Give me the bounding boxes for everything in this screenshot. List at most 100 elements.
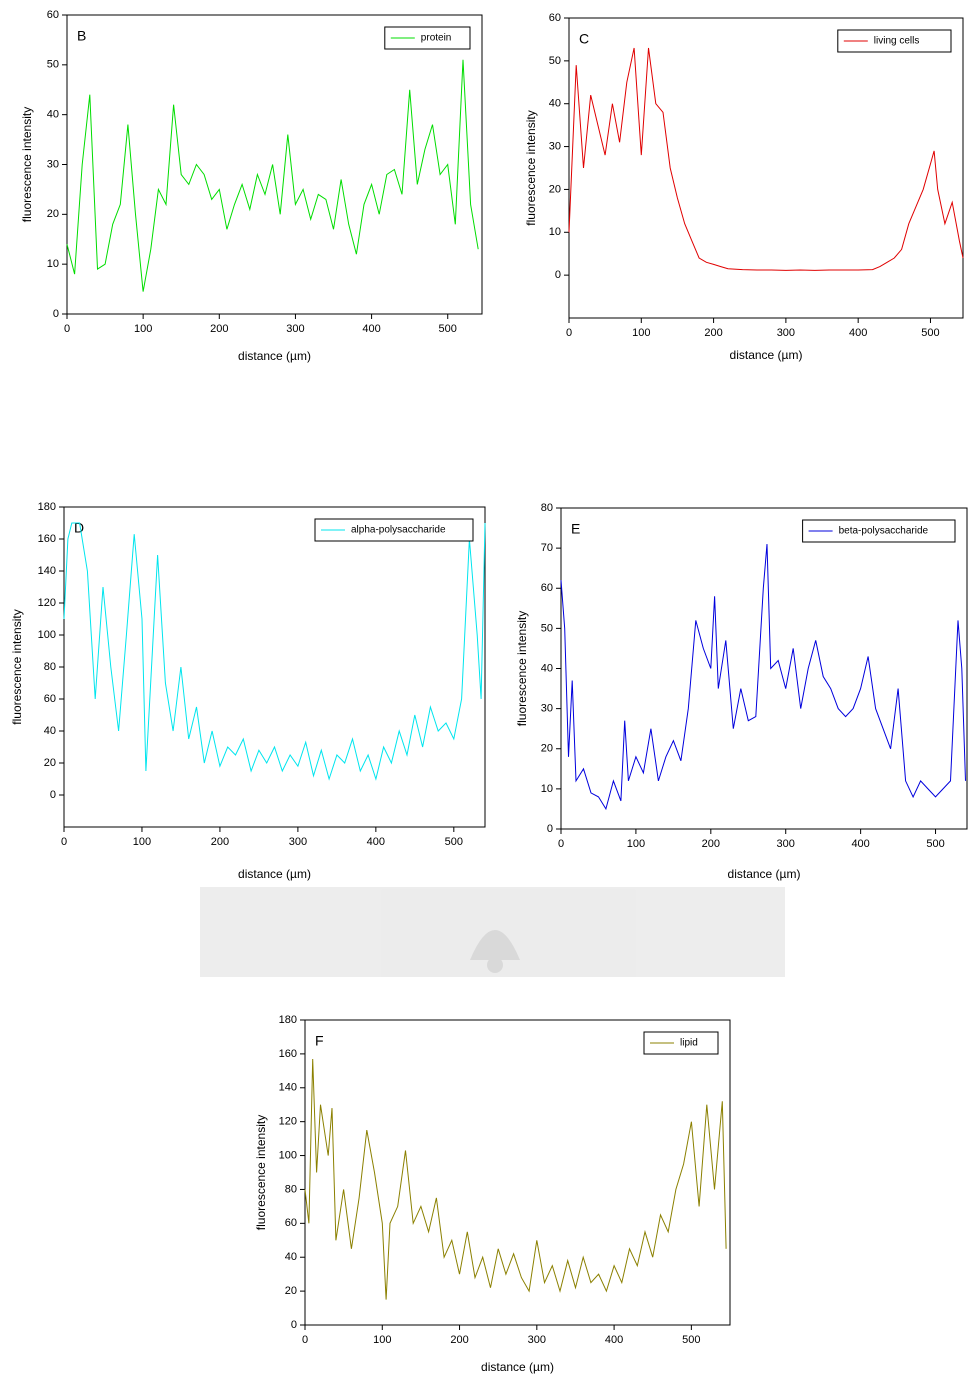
y-tick-label: 120 (279, 1116, 297, 1128)
y-tick-label: 30 (549, 140, 561, 152)
x-tick-label: 0 (64, 323, 70, 335)
x-tick-label: 300 (528, 1334, 546, 1346)
x-tick-label: 300 (289, 836, 307, 848)
legend-box (314, 518, 474, 542)
data-line (66, 59, 479, 292)
x-tick-label: 0 (566, 327, 572, 339)
y-tick-label: 50 (549, 55, 561, 67)
x-tick-label: 300 (777, 327, 795, 339)
y-tick-label: 0 (50, 789, 56, 801)
x-tick-label: 0 (302, 1334, 308, 1346)
plot-frame (568, 17, 964, 319)
y-tick-label: 20 (549, 183, 561, 195)
x-tick-label: 100 (627, 838, 645, 850)
y-tick-label: 30 (47, 158, 59, 170)
y-tick-label: 40 (549, 98, 561, 110)
x-tick-label: 500 (682, 1334, 700, 1346)
watermark (200, 887, 785, 977)
legend-label: lipid (680, 1038, 698, 1049)
y-tick-label: 30 (541, 703, 553, 715)
chart: 0 20 40 60 80 100 120 140 160 180 0 100 200 300 400 500… (10, 501, 486, 881)
legend-box (384, 26, 471, 50)
x-tick-label: 500 (926, 838, 944, 850)
x-tick-label: 200 (211, 836, 229, 848)
y-tick-label: 60 (541, 582, 553, 594)
x-tick-label: 500 (445, 836, 463, 848)
plot-frame (304, 1019, 731, 1326)
y-tick-label: 50 (541, 622, 553, 634)
x-tick-label: 0 (558, 838, 564, 850)
data-line (63, 522, 486, 781)
panel-label: C (579, 31, 589, 47)
y-tick-label: 160 (279, 1048, 297, 1060)
y-tick-label: 40 (541, 662, 553, 674)
x-tick-label: 100 (134, 323, 152, 335)
data-line (304, 1058, 727, 1300)
plot-frame (66, 14, 483, 315)
x-axis-label: distance (µm) (238, 867, 311, 881)
chart: 0 20 40 60 80 100 120 140 160 180 0 100 200 300 400 500… (254, 1014, 731, 1374)
y-tick-label: 40 (47, 109, 59, 121)
y-tick-label: 60 (44, 693, 56, 705)
panel-label: F (315, 1033, 324, 1049)
x-tick-label: 400 (849, 327, 867, 339)
y-tick-label: 0 (555, 269, 561, 281)
legend-box (837, 29, 952, 53)
data-line (568, 47, 964, 271)
y-tick-label: 40 (285, 1251, 297, 1263)
x-tick-label: 500 (921, 327, 939, 339)
data-line (560, 544, 966, 811)
x-tick-label: 400 (605, 1334, 623, 1346)
panel-label: E (571, 521, 580, 537)
y-tick-label: 50 (47, 59, 59, 71)
x-tick-label: 100 (632, 327, 650, 339)
x-tick-label: 200 (704, 327, 722, 339)
y-tick-label: 20 (44, 757, 56, 769)
y-tick-label: 60 (549, 12, 561, 24)
y-tick-label: 20 (541, 743, 553, 755)
chart: 0 10 20 30 40 50 60 0 100 200 300 400 500 distance (µ… (20, 9, 483, 363)
x-tick-label: 200 (702, 838, 720, 850)
y-tick-label: 140 (279, 1082, 297, 1094)
plot-frame (63, 506, 486, 828)
x-tick-label: 400 (851, 838, 869, 850)
y-tick-label: 100 (38, 629, 56, 641)
y-tick-label: 80 (541, 502, 553, 514)
x-axis-label: distance (µm) (730, 348, 803, 362)
legend-label: protein (421, 33, 452, 44)
legend-label: beta-polysaccharide (839, 526, 929, 537)
chart: 0 10 20 30 40 50 60 0 100 200 300 400 500 distance (µ… (524, 12, 964, 362)
panel-label: D (74, 520, 84, 536)
y-tick-label: 10 (47, 258, 59, 270)
y-tick-label: 10 (549, 226, 561, 238)
x-tick-label: 100 (373, 1334, 391, 1346)
y-tick-label: 100 (279, 1149, 297, 1161)
y-tick-label: 40 (44, 725, 56, 737)
x-axis-label: distance (µm) (481, 1360, 554, 1374)
legend-box (643, 1031, 719, 1055)
y-tick-label: 0 (53, 308, 59, 320)
x-axis-label: distance (µm) (238, 349, 311, 363)
y-tick-label: 20 (285, 1285, 297, 1297)
y-axis-label: fluorescence intensity (524, 110, 538, 225)
panel-label: B (77, 28, 86, 44)
legend-label: living cells (874, 36, 920, 47)
x-tick-label: 400 (367, 836, 385, 848)
y-tick-label: 80 (285, 1183, 297, 1195)
x-tick-label: 300 (286, 323, 304, 335)
x-axis-label: distance (µm) (728, 867, 801, 881)
y-tick-label: 60 (285, 1217, 297, 1229)
x-tick-label: 0 (61, 836, 67, 848)
x-tick-label: 500 (439, 323, 457, 335)
y-tick-label: 180 (38, 501, 56, 513)
x-tick-label: 400 (362, 323, 380, 335)
y-tick-label: 70 (541, 542, 553, 554)
y-tick-label: 160 (38, 533, 56, 545)
legend-label: alpha-polysaccharide (351, 525, 446, 536)
legend-box (802, 519, 956, 543)
y-tick-label: 60 (47, 9, 59, 21)
y-tick-label: 120 (38, 597, 56, 609)
y-axis-label: fluorescence intensity (10, 609, 24, 724)
x-tick-label: 200 (450, 1334, 468, 1346)
y-axis-label: fluorescence intensity (20, 107, 34, 222)
